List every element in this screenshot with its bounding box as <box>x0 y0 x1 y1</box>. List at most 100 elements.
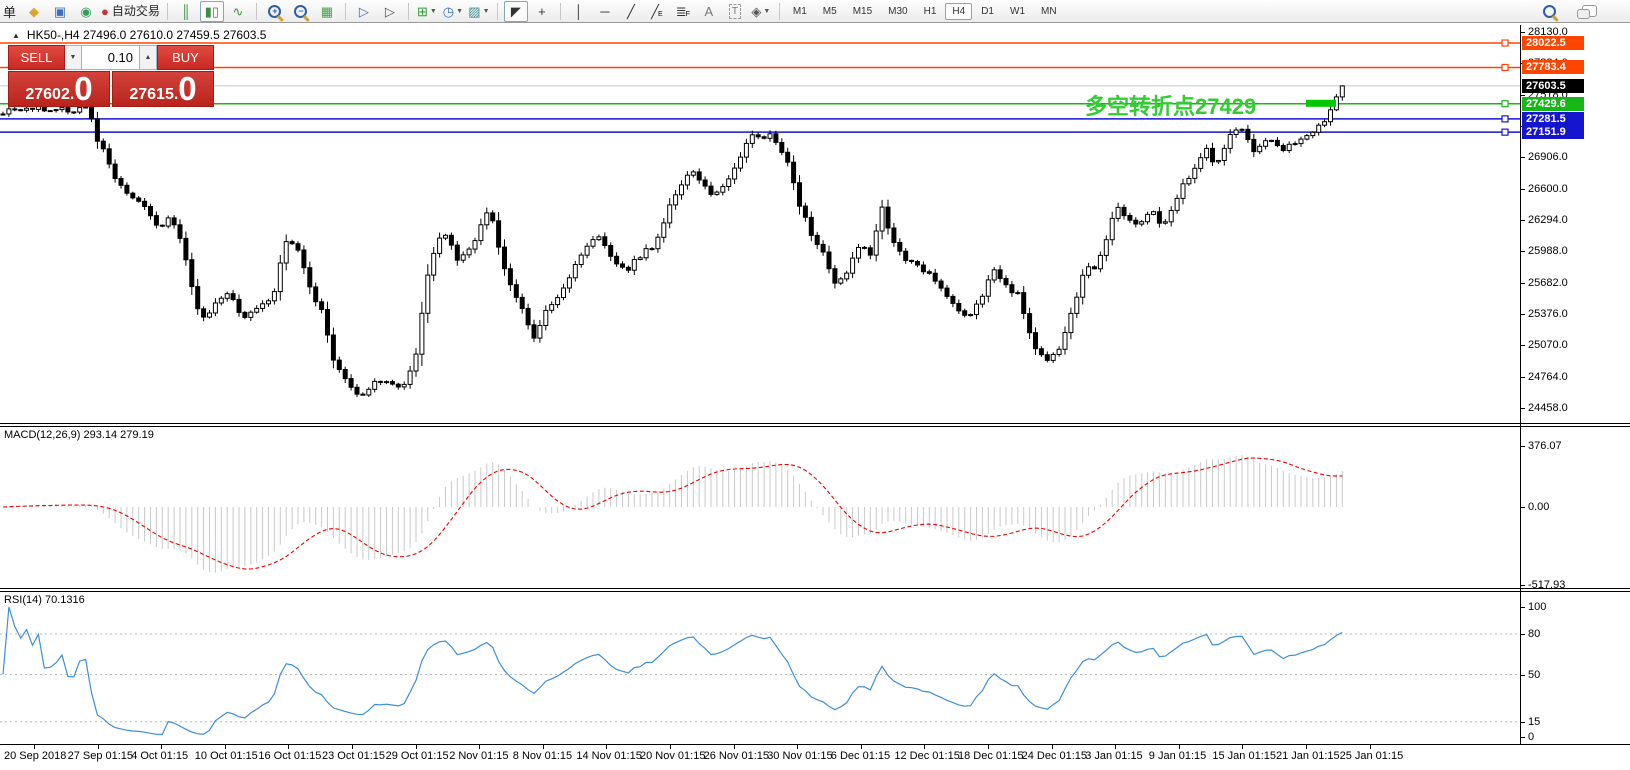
collapse-panel-arrow-icon[interactable]: ▲ <box>12 30 20 40</box>
timeframe-m30[interactable]: M30 <box>888 5 908 17</box>
indicator-list-icon[interactable]: ▷ <box>378 1 402 22</box>
zoom-out-icon[interactable]: − <box>289 1 313 22</box>
panel-separator[interactable] <box>0 423 1630 424</box>
new-order-icon: ◆ <box>29 3 40 19</box>
chat-icon <box>1576 5 1597 19</box>
buy-price[interactable]: 27615. 0 <box>112 71 214 107</box>
date-tick <box>1115 745 1117 749</box>
date-tick-label: 9 Jan 01:15 <box>1148 750 1207 762</box>
templates-icon[interactable]: ▨ ▼ <box>467 1 491 22</box>
tile-windows-icon: ▦ <box>320 3 334 19</box>
add-indicator-icon: ⊞ <box>416 3 428 19</box>
rsi-label: RSI(14) 70.1316 <box>4 594 85 606</box>
axis-tick <box>1520 251 1525 253</box>
trendline-icon[interactable]: ╱ <box>619 1 643 22</box>
market-watch-icon[interactable]: ▣ <box>48 1 72 22</box>
dropdown-arrow-icon[interactable]: ▼ <box>763 7 771 15</box>
autotrading-icon[interactable]: ● 自动交易 <box>100 1 161 22</box>
panel-separator[interactable] <box>0 588 1630 589</box>
rsi-tick-label: 100 <box>1528 601 1547 613</box>
dropdown-arrow-icon[interactable]: ▼ <box>456 7 464 15</box>
bar-chart-icon[interactable]: ║ <box>174 1 198 22</box>
volume-down-button[interactable]: ▼ <box>65 45 82 70</box>
horizontal-line-icon[interactable]: ─ <box>593 1 617 22</box>
toolbar-separator <box>166 2 168 20</box>
text-icon: A <box>704 3 714 19</box>
candlestick-chart-icon[interactable]: ▮▯ <box>199 0 224 22</box>
fibonacci-icon[interactable]: ≣ F <box>675 3 690 19</box>
date-tick-label: 23 Oct 01:15 <box>322 750 385 762</box>
horizontal-line-icon: ─ <box>600 3 610 19</box>
text-icon[interactable]: A <box>697 1 721 22</box>
timeframe-h1[interactable]: H1 <box>923 5 937 17</box>
dropdown-arrow-icon[interactable]: ▼ <box>429 7 437 15</box>
crosshair-icon[interactable]: + <box>530 1 554 22</box>
date-tick-label: 6 Dec 01:15 <box>830 750 891 762</box>
periods-icon[interactable]: ◷ ▼ <box>441 1 465 22</box>
main-toolbar: 单 ◆ ▣ ◉ ● 自动交易 ║ ▮▯ ∿ + − ▦ ▷ ▷ ⊞ ▼ ◷ ▼ ▨ ▼ ◤ + │ ─ ╱ ╱ E ≣ F A T ◈ ▼ M… <box>0 0 1630 23</box>
sell-button[interactable]: SELL <box>8 45 65 70</box>
panel-separator[interactable] <box>0 591 1630 592</box>
candlestick-chart[interactable]: 多空转折点27429 <box>0 25 1520 423</box>
macd-tick-label: 0.00 <box>1528 501 1550 513</box>
buy-button[interactable]: BUY <box>157 45 214 70</box>
date-tick <box>415 745 417 749</box>
date-tick-label: 14 Nov 01:15 <box>576 750 642 762</box>
date-tick-label: 25 Jan 01:15 <box>1339 750 1404 762</box>
zoom-out-icon: − <box>294 4 311 22</box>
timeframe-m1[interactable]: M1 <box>792 5 807 17</box>
shapes-icon[interactable]: ◈ ▼ <box>749 1 773 22</box>
indicator-list-icon: ▷ <box>384 3 395 19</box>
date-tick <box>1306 745 1307 749</box>
equidistant-channel-icon: ╱ <box>651 3 659 19</box>
vertical-line-icon[interactable]: │ <box>567 1 591 22</box>
timeframe-m15[interactable]: M15 <box>852 5 873 17</box>
add-indicator-icon[interactable]: ⊞ ▼ <box>415 1 439 22</box>
price-axis[interactable]: 28130.027824.027518.027212.026906.026600… <box>1520 0 1630 770</box>
macd-tick-label: 376.07 <box>1528 440 1562 452</box>
main-chart-svg: 多空转折点27429 <box>0 39 1520 397</box>
line-chart-icon[interactable]: ∿ <box>226 1 250 22</box>
macd-panel[interactable] <box>0 427 1520 588</box>
rsi-panel[interactable] <box>0 592 1520 745</box>
price-tick-label: 28130.0 <box>1528 26 1568 38</box>
axis-tick <box>1520 345 1525 347</box>
indicator-window-icon[interactable]: ▷ <box>352 1 376 22</box>
level-price-badge: 27783.4 <box>1522 60 1584 75</box>
toolbar-separator <box>255 2 257 20</box>
date-tick <box>797 745 799 749</box>
timeframe-mn[interactable]: MN <box>1041 5 1057 17</box>
date-tick <box>224 745 226 749</box>
tile-windows-icon[interactable]: ▦ <box>315 1 339 22</box>
chat-icon[interactable] <box>1576 1 1601 22</box>
text-label-icon[interactable]: T <box>723 1 747 22</box>
timeframe-m5[interactable]: M5 <box>822 5 837 17</box>
timeframe-d1[interactable]: D1 <box>981 5 994 17</box>
date-tick <box>1178 745 1180 749</box>
dropdown-arrow-icon[interactable]: ▼ <box>482 7 490 15</box>
rsi-tick-label: 50 <box>1528 668 1541 681</box>
search-icon[interactable] <box>1537 1 1561 22</box>
date-tick-label: 24 Dec 01:15 <box>1021 750 1088 762</box>
sell-price[interactable]: 27602. 0 <box>8 71 110 107</box>
panel-separator[interactable] <box>0 426 1630 427</box>
axis-tick <box>1520 721 1525 723</box>
date-tick-label: 30 Nov 01:15 <box>767 750 833 762</box>
menu-order-text[interactable]: 单 <box>3 4 17 20</box>
date-tick <box>733 745 735 749</box>
price-tick-label: 25682.0 <box>1528 276 1568 289</box>
zoom-in-icon[interactable]: + <box>263 1 287 22</box>
axis-tick <box>1520 634 1525 635</box>
equidistant-channel-icon[interactable]: ╱ E <box>651 3 663 19</box>
new-order-icon[interactable]: ◆ <box>22 1 46 22</box>
volume-up-button[interactable]: ▲ <box>140 45 157 70</box>
cursor-icon[interactable]: ◤ <box>503 0 528 22</box>
date-tick <box>479 745 481 749</box>
price-tick-label: 26906.0 <box>1528 151 1568 164</box>
volume-input[interactable] <box>82 45 140 70</box>
signals-icon[interactable]: ◉ <box>74 1 98 22</box>
timeframe-group: M1 M5 M15 M30 H1 H4 D1 W1 MN <box>785 2 1065 20</box>
timeframe-h4[interactable]: H4 <box>945 2 973 20</box>
timeframe-w1[interactable]: W1 <box>1010 5 1025 17</box>
date-tick-label: 16 Oct 01:15 <box>258 750 322 762</box>
